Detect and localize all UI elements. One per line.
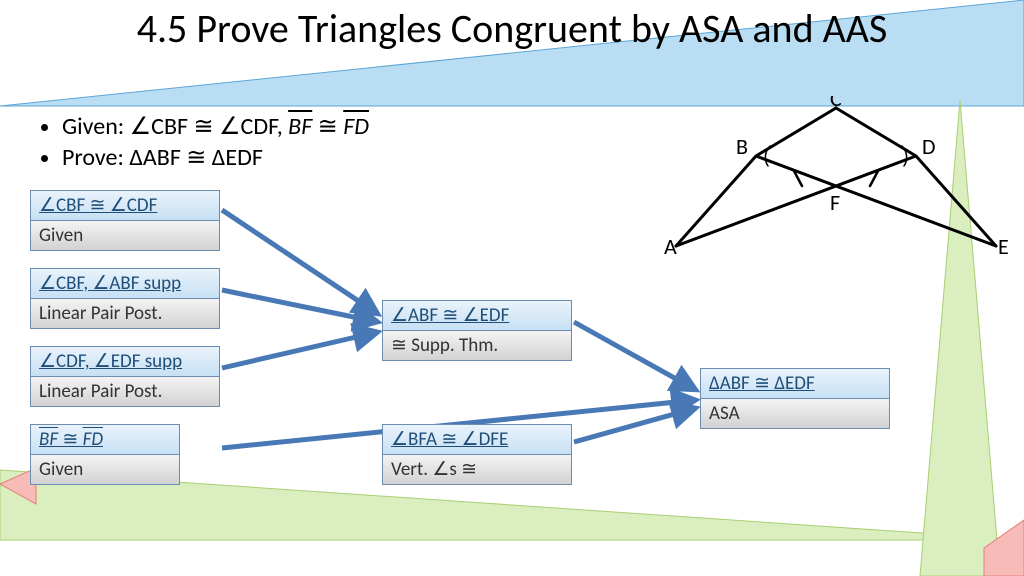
proof-reason: Given [31, 455, 179, 484]
problem-bullets: Given: ∠CBF ≅ ∠CDF, BF ≅ FD Prove: ΔABF … [40, 112, 369, 174]
proof-box-2: ∠CBF, ∠ABF supp Linear Pair Post. [30, 268, 220, 329]
congruent-symbol: ≅ [58, 428, 83, 451]
label-b: B [736, 133, 748, 160]
proof-reason: ASA [701, 399, 889, 428]
proof-statement: ∠BFA ≅ ∠DFE [383, 425, 571, 455]
given-prefix: Given: [62, 112, 130, 141]
proof-reason: Linear Pair Post. [31, 299, 219, 328]
given-line: Given: ∠CBF ≅ ∠CDF, BF ≅ FD [62, 112, 369, 141]
geometry-figure: A B C D E F [656, 96, 1016, 266]
proof-box-6: ∠BFA ≅ ∠DFE Vert. ∠s ≅ [382, 424, 572, 485]
prove-text: ΔABF ≅ ΔEDF [129, 143, 263, 172]
proof-box-5: ∠ABF ≅ ∠EDF ≅ Supp. Thm. [382, 300, 572, 361]
title-text: 4.5 Prove Triangles Congruent by ASA and… [0, 6, 1024, 52]
proof-statement: BF ≅ FD [31, 425, 179, 455]
proof-reason: Linear Pair Post. [31, 377, 219, 406]
label-c: C [830, 96, 842, 112]
label-e: E [998, 233, 1009, 260]
proof-statement: ∠CBF ≅ ∠CDF [31, 191, 219, 221]
proof-statement: ∠ABF ≅ ∠EDF [383, 301, 571, 331]
proof-box-3: ∠CDF, ∠EDF supp Linear Pair Post. [30, 346, 220, 407]
label-f: F [830, 189, 840, 216]
given-congruent: ≅ [312, 112, 343, 141]
prove-prefix: Prove: [62, 143, 129, 172]
proof-statement: ∠CBF, ∠ABF supp [31, 269, 219, 299]
proof-box-1: ∠CBF ≅ ∠CDF Given [30, 190, 220, 251]
label-a: A [664, 233, 677, 260]
proof-reason: ≅ Supp. Thm. [383, 331, 571, 360]
seg1: BF [39, 428, 58, 451]
given-seg1: BF [288, 112, 312, 141]
proof-reason: Vert. ∠s ≅ [383, 455, 571, 484]
proof-box-7: ΔABF ≅ ΔEDF ASA [700, 368, 890, 429]
proof-reason: Given [31, 221, 219, 250]
given-angles: ∠CBF ≅ ∠CDF, [130, 112, 288, 141]
proof-box-4: BF ≅ FD Given [30, 424, 180, 485]
given-seg2: FD [343, 112, 369, 141]
proof-statement: ΔABF ≅ ΔEDF [701, 369, 889, 399]
seg2: FD [83, 428, 103, 451]
proof-statement: ∠CDF, ∠EDF supp [31, 347, 219, 377]
label-d: D [922, 133, 936, 160]
prove-line: Prove: ΔABF ≅ ΔEDF [62, 143, 369, 172]
slide-title: 4.5 Prove Triangles Congruent by ASA and… [0, 0, 1024, 52]
